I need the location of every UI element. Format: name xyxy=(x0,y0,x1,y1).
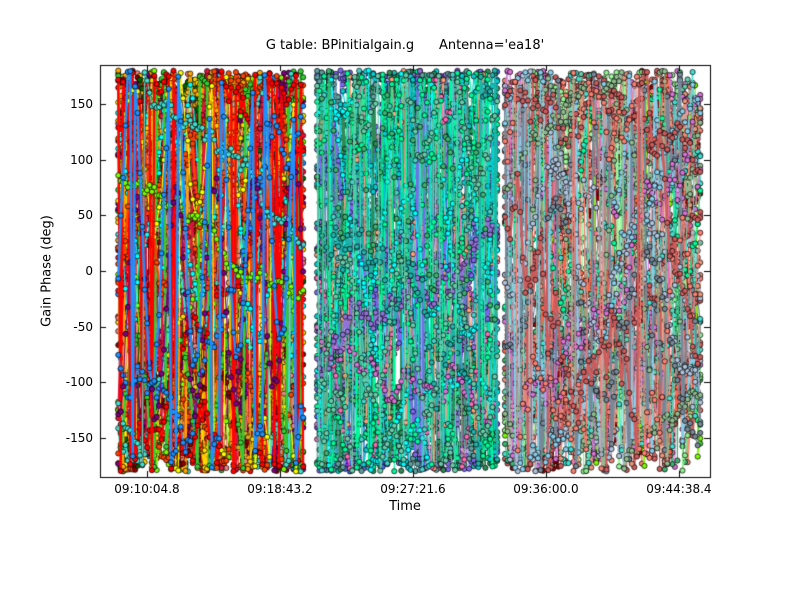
y-tick-label: -100 xyxy=(65,375,93,390)
y-tick-label: 150 xyxy=(70,96,93,111)
x-axis-label: Time xyxy=(389,499,421,514)
x-tick-label: 09:10:04.8 xyxy=(114,482,180,496)
x-tick-label: 09:44:38.4 xyxy=(646,482,712,496)
y-tick-label: 50 xyxy=(77,208,93,223)
y-tick-label: 100 xyxy=(70,152,93,167)
y-tick-label: 0 xyxy=(85,264,93,278)
x-tick-label: 09:27:21.6 xyxy=(380,482,446,496)
x-tick-label: 09:36:00.0 xyxy=(513,482,579,496)
plot-title: G table: BPinitialgain.g Antenna='ea18' xyxy=(265,38,545,53)
y-tick-label: -150 xyxy=(65,431,93,446)
x-tick-label: 09:18:43.2 xyxy=(247,482,313,496)
y-tick-label: -50 xyxy=(73,319,93,334)
